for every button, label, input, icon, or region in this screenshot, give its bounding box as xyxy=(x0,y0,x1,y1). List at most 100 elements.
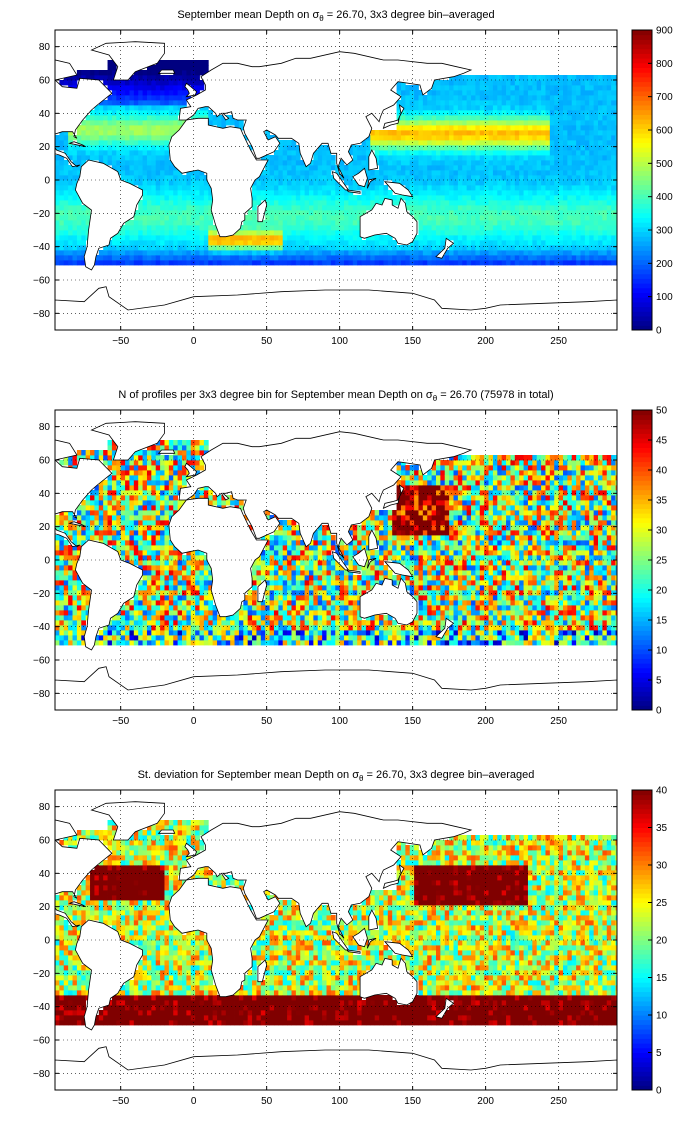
heatmap-cell xyxy=(291,180,297,186)
heatmap-cell xyxy=(287,215,292,221)
heatmap-cell xyxy=(151,580,157,586)
heatmap-cell xyxy=(203,115,209,121)
heatmap-cell xyxy=(278,195,284,201)
heatmap-cell xyxy=(449,105,454,111)
heatmap-cell xyxy=(85,595,91,601)
heatmap-cell xyxy=(541,210,546,216)
heatmap-cell xyxy=(63,585,69,591)
heatmap-cell xyxy=(598,255,603,261)
heatmap-cell xyxy=(427,105,433,111)
heatmap-cell xyxy=(129,170,135,176)
heatmap-cell xyxy=(182,75,187,81)
heatmap-cell xyxy=(146,525,152,531)
heatmap-cell xyxy=(475,250,481,256)
heatmap-cell xyxy=(471,235,476,241)
heatmap-cell xyxy=(589,165,595,171)
heatmap-cell xyxy=(190,465,196,471)
heatmap-cell xyxy=(116,475,122,481)
heatmap-cell xyxy=(405,195,411,201)
heatmap-cell xyxy=(98,110,104,116)
heatmap-cell xyxy=(103,160,108,166)
heatmap-cell xyxy=(107,485,113,491)
heatmap-cell xyxy=(457,190,463,196)
heatmap-cell xyxy=(168,160,174,166)
heatmap-cell xyxy=(129,495,135,501)
heatmap-cell xyxy=(602,185,608,191)
heatmap-cell xyxy=(120,515,126,521)
heatmap-cell xyxy=(129,550,135,556)
heatmap-cell xyxy=(396,150,402,156)
heatmap-cell xyxy=(532,110,538,116)
heatmap-cell xyxy=(59,185,65,191)
heatmap-cell xyxy=(111,470,117,476)
heatmap-cell xyxy=(571,75,577,81)
heatmap-cell xyxy=(129,610,135,616)
heatmap-cell xyxy=(527,250,533,256)
heatmap-cell xyxy=(142,235,148,241)
heatmap-cell xyxy=(484,140,489,146)
heatmap-cell xyxy=(168,475,174,481)
heatmap-cell xyxy=(120,530,126,536)
heatmap-cell xyxy=(422,135,428,141)
heatmap-cell xyxy=(217,250,222,256)
heatmap-cell xyxy=(558,115,564,121)
heatmap-cell xyxy=(182,60,187,66)
heatmap-cell xyxy=(195,455,200,461)
heatmap-cell xyxy=(462,230,468,236)
heatmap-cell xyxy=(357,150,362,156)
heatmap-cell xyxy=(168,105,174,111)
heatmap-cell xyxy=(606,100,612,106)
heatmap-cell xyxy=(567,195,573,201)
heatmap-cell xyxy=(440,210,446,216)
heatmap-cell xyxy=(111,260,117,266)
heatmap-cell xyxy=(221,245,227,251)
heatmap-cell xyxy=(164,185,170,191)
heatmap-cell xyxy=(435,105,441,111)
heatmap-cell xyxy=(300,235,306,241)
heatmap-cell xyxy=(313,180,319,186)
heatmap-cell xyxy=(81,150,87,156)
heatmap-cell xyxy=(217,620,222,626)
heatmap-cell xyxy=(68,555,73,561)
heatmap-cell xyxy=(536,180,542,186)
heatmap-cell xyxy=(182,245,187,251)
heatmap-cell xyxy=(282,235,288,241)
heatmap-cell xyxy=(532,140,538,146)
heatmap-cell xyxy=(435,245,441,251)
heatmap-cell xyxy=(414,85,419,91)
heatmap-cell xyxy=(190,605,196,611)
heatmap-cell xyxy=(576,220,581,226)
heatmap-cell xyxy=(146,130,152,136)
heatmap-cell xyxy=(142,570,148,576)
heatmap-cell xyxy=(488,235,494,241)
heatmap-cell xyxy=(519,180,524,186)
heatmap-cell xyxy=(155,480,161,486)
heatmap-cell xyxy=(243,620,249,626)
heatmap-cell xyxy=(545,235,551,241)
heatmap-cell xyxy=(541,75,546,81)
heatmap-cell xyxy=(55,560,60,566)
heatmap-cell xyxy=(427,150,433,156)
heatmap-cell xyxy=(155,100,161,106)
heatmap-cell xyxy=(370,185,376,191)
heatmap-cell xyxy=(562,110,568,116)
heatmap-cell xyxy=(186,610,192,616)
heatmap-cell xyxy=(418,195,424,201)
heatmap-cell xyxy=(584,250,590,256)
heatmap-cell xyxy=(519,185,524,191)
heatmap-cell xyxy=(593,190,599,196)
heatmap-cell xyxy=(186,180,192,186)
heatmap-cell xyxy=(63,235,69,241)
heatmap-cell xyxy=(431,175,437,181)
heatmap-cell xyxy=(374,195,380,201)
heatmap-cell xyxy=(146,515,152,521)
heatmap-cell xyxy=(287,175,292,181)
heatmap-cell xyxy=(598,185,603,191)
heatmap-cell xyxy=(168,120,174,126)
heatmap-cell xyxy=(427,115,433,121)
heatmap-cell xyxy=(63,510,69,516)
heatmap-cell xyxy=(146,485,152,491)
heatmap-cell xyxy=(348,240,354,246)
heatmap-cell xyxy=(344,205,349,211)
heatmap-cell xyxy=(190,450,196,456)
